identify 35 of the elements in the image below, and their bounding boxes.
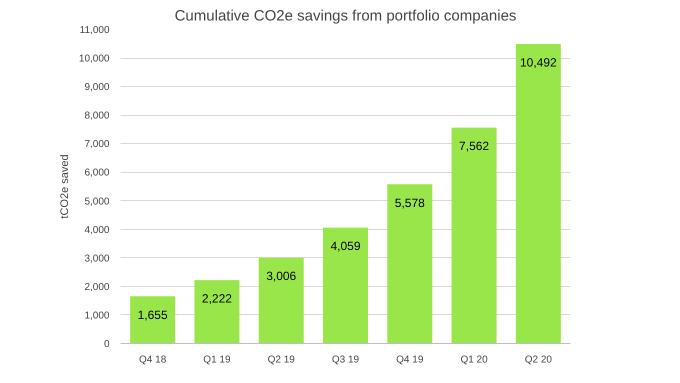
data-label: 5,578 — [394, 196, 426, 210]
bar — [130, 296, 176, 344]
y-tick-label: 7,000 — [84, 139, 110, 150]
x-tick-label: Q2 19 — [268, 354, 296, 366]
y-tick-label: 9,000 — [84, 82, 110, 94]
bar — [258, 258, 304, 344]
bar — [323, 228, 368, 344]
y-tick-label: 11,000 — [80, 25, 110, 36]
data-label: 1,655 — [138, 308, 168, 322]
y-tick-label: 3,000 — [84, 253, 110, 264]
bar — [516, 44, 561, 344]
bar — [194, 280, 240, 344]
y-axis-title: tCO2e saved — [58, 154, 71, 219]
y-tick-label: 1,000 — [84, 310, 110, 322]
x-tick-label: Q3 19 — [332, 354, 360, 366]
x-tick-label: Q1 20 — [460, 354, 488, 366]
bar — [387, 184, 432, 344]
data-label: 3,006 — [266, 269, 297, 284]
data-label: 10,492 — [520, 56, 558, 70]
y-tick-label: 4,000 — [84, 224, 110, 236]
y-tick-label: 10,000 — [78, 54, 110, 65]
x-tick-label: Q4 18 — [139, 354, 167, 366]
y-tick-label: 5,000 — [84, 196, 110, 208]
data-label: 2,222 — [202, 292, 232, 306]
x-tick-label: Q2 20 — [524, 354, 552, 366]
y-tick-label: 8,000 — [84, 110, 110, 122]
bar — [452, 128, 497, 344]
data-label: 4,059 — [330, 239, 361, 254]
chart-title: Cumulative CO2e savings from portfolio companies — [174, 8, 516, 24]
data-label: 7,562 — [459, 139, 490, 154]
y-tick-label: 0 — [104, 339, 110, 350]
x-tick-label: Q4 19 — [396, 354, 424, 366]
x-tick-label: Q1 19 — [203, 354, 231, 366]
y-tick-label: 6,000 — [84, 168, 110, 179]
y-tick-label: 2,000 — [84, 282, 110, 293]
